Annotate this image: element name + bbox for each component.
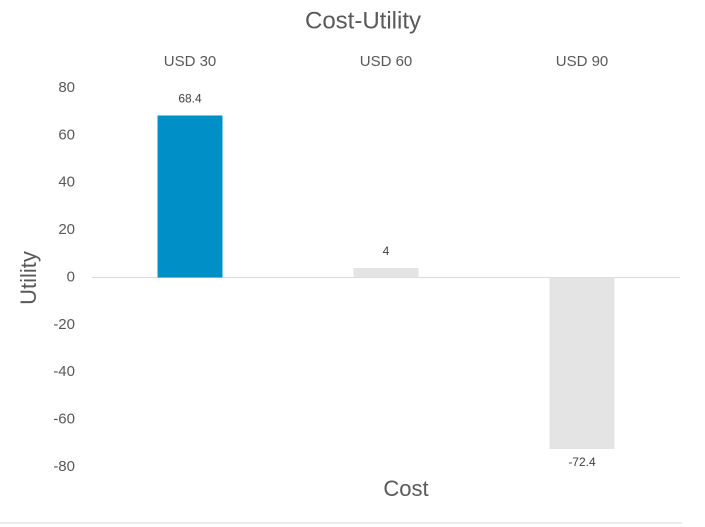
- y-tick-label: 60: [58, 126, 75, 143]
- y-tick-label: -60: [53, 411, 75, 428]
- y-axis-title: Utility: [16, 251, 41, 305]
- y-tick-label: 20: [58, 221, 75, 238]
- data-label: 4: [383, 244, 390, 258]
- data-label: -72.4: [568, 455, 596, 469]
- x-axis-title: Cost: [383, 476, 428, 501]
- x-tick-label: USD 90: [556, 53, 609, 70]
- x-tick-label: USD 60: [360, 53, 413, 70]
- y-tick-label: 0: [67, 268, 75, 285]
- chart-title: Cost-Utility: [305, 7, 421, 34]
- y-tick-label: 40: [58, 174, 75, 191]
- y-tick-label: -80: [53, 458, 75, 475]
- bar: [549, 277, 615, 449]
- data-label: 68.4: [178, 92, 202, 106]
- bar: [157, 115, 223, 278]
- y-tick-label: -40: [53, 363, 75, 380]
- bar: [353, 268, 419, 278]
- y-tick-label: 80: [58, 79, 75, 96]
- x-tick-label: USD 30: [164, 53, 217, 70]
- y-tick-label: -20: [53, 316, 75, 333]
